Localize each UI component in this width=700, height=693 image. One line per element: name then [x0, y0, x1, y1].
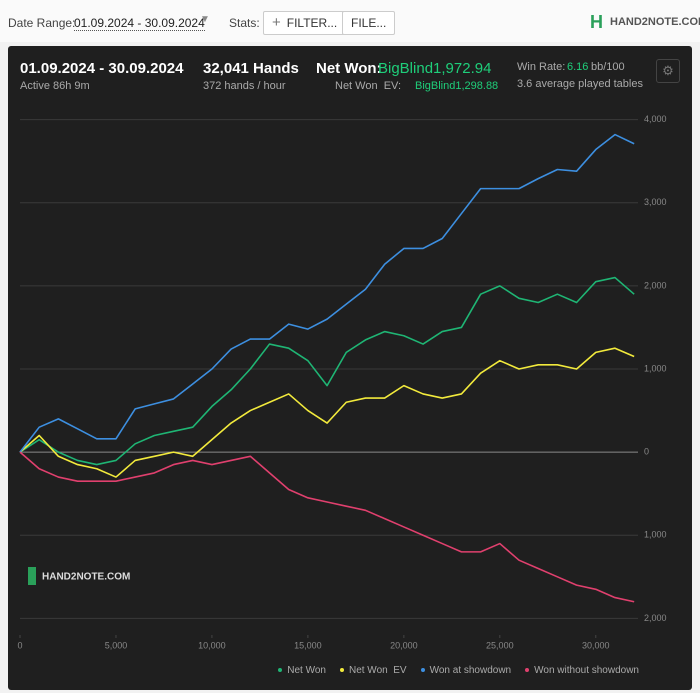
hands-rate: 372 hands / hour: [203, 80, 286, 92]
net-won-ev-value: BigBlind1,298.88: [415, 80, 499, 92]
x-tick-label: 20,000: [390, 640, 418, 650]
legend-item[interactable]: Won without showdown: [525, 665, 639, 676]
date-label: Date Range:: [8, 16, 76, 30]
y-tick-label: 4,000: [644, 114, 667, 124]
hands: 32,041 Hands: [203, 60, 299, 77]
legend-item[interactable]: Won at showdown: [420, 665, 512, 676]
x-tick-label: 10,000: [198, 640, 226, 650]
tables: 3.6 average played tables: [517, 78, 643, 90]
filter-text: FILTER...: [286, 16, 338, 30]
legend-dot: [420, 668, 425, 673]
legend-dot: [339, 668, 344, 673]
y-tick-label: 0: [644, 447, 649, 457]
period: 01.09.2024 - 30.09.2024: [20, 60, 184, 77]
legend-label: Won without showdown: [534, 665, 639, 676]
y-tick-label: 2,000: [644, 613, 667, 623]
filter-button[interactable]: + FILTER...: [263, 11, 347, 35]
logo: HAND2NOTE.COM: [610, 16, 700, 28]
toolbar: Date Range: 01.09.2024 - 30.09.2024 ▼ St…: [0, 0, 700, 42]
series-line: [19, 276, 635, 466]
x-tick-label: 25,000: [486, 640, 514, 650]
series-line: [19, 347, 635, 478]
legend-label: Net Won EV: [348, 665, 407, 676]
y-tick-label: 3,000: [644, 197, 667, 207]
y-tick-label: 1,000: [644, 530, 667, 540]
series-line: [19, 133, 635, 453]
x-tick-label: 5,000: [105, 640, 128, 650]
legend-dot: [525, 668, 530, 673]
date-picker[interactable]: 01.09.2024 - 30.09.2024: [74, 16, 205, 31]
watermark-icon: [28, 567, 36, 585]
x-tick-label: 15,000: [294, 640, 322, 650]
win-rate-unit: bb/100: [591, 61, 625, 73]
net-won-ev-label: Net Won EV:: [335, 80, 402, 92]
legend-label: Net Won: [287, 665, 326, 676]
x-tick-label: 30,000: [582, 640, 610, 650]
legend-label: Won at showdown: [429, 665, 512, 676]
y-tick-label: 1,000: [644, 363, 667, 373]
dropdown-arrow[interactable]: ▼: [200, 14, 210, 25]
settings-button[interactable]: ⚙: [656, 59, 680, 83]
legend-item[interactable]: Net Won: [278, 665, 326, 676]
logo-icon: H: [590, 12, 603, 32]
active: Active 86h 9m: [20, 80, 90, 92]
net-won-value: BigBlind1,972.94: [378, 60, 492, 77]
x-tick-label: 0: [17, 640, 22, 650]
win-rate-value: 6.16: [567, 61, 589, 73]
legend-dot: [278, 668, 283, 673]
win-rate-label: Win Rate:: [517, 61, 566, 73]
series-line: [19, 451, 635, 603]
legend-item[interactable]: Net Won EV: [339, 665, 407, 676]
net-won-label: Net Won:: [316, 60, 382, 77]
watermark: HAND2NOTE.COM: [42, 572, 130, 583]
y-tick-label: 2,000: [644, 280, 667, 290]
legend: Net Won Net Won EV Won at showdown Won with…: [278, 665, 639, 676]
file-button[interactable]: FILE...: [342, 11, 396, 35]
stats-label: Stats:: [229, 16, 260, 30]
